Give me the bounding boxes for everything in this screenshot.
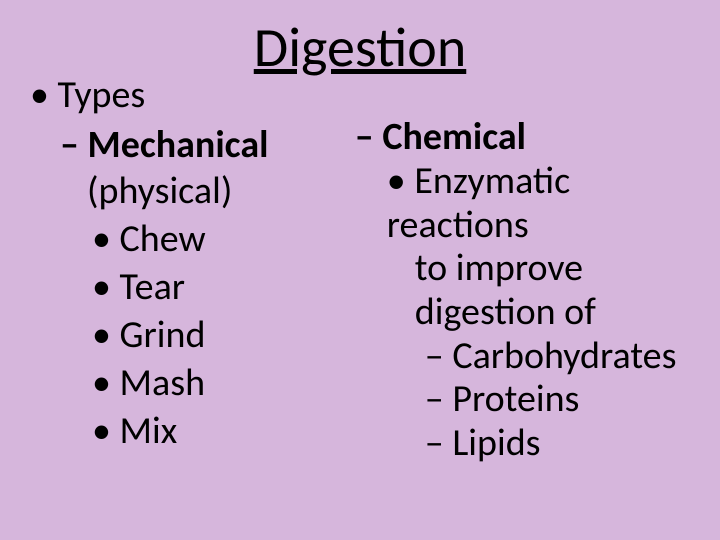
mech-item: • Mix xyxy=(92,408,347,454)
mech-item-label: Mash xyxy=(120,360,206,406)
mech-item: • Chew xyxy=(92,216,347,262)
left-column: • Types – Mechanical (physical) • Chew •… xyxy=(30,72,347,466)
chem-target: – Lipids xyxy=(425,422,690,466)
chem-target-label: Lipids xyxy=(452,420,540,466)
chem-target: – Carbohydrates xyxy=(425,335,690,379)
types-label: Types xyxy=(58,72,146,118)
enzymatic-text: • Enzymatic reactions xyxy=(387,160,690,247)
enzymatic-line: to improve xyxy=(415,245,583,291)
mech-item: • Mash xyxy=(92,360,347,406)
mech-item-label: Mix xyxy=(120,408,178,454)
enzymatic-line: Enzymatic reactions xyxy=(387,158,570,248)
content-columns: • Types – Mechanical (physical) • Chew •… xyxy=(30,72,690,466)
chemical-label: Chemical xyxy=(382,114,526,160)
mechanical-label: Mechanical xyxy=(88,122,269,168)
chemical-heading: – Chemical xyxy=(355,114,690,160)
chem-target-label: Carbohydrates xyxy=(452,333,676,379)
mech-item-label: Grind xyxy=(120,312,206,358)
mechanical-heading: – Mechanical xyxy=(60,122,347,168)
types-heading: • Types xyxy=(30,72,347,118)
mech-item: • Tear xyxy=(92,264,347,310)
mechanical-sub: (physical) xyxy=(87,168,347,214)
chem-target-label: Proteins xyxy=(452,376,579,422)
slide: Digestion • Types – Mechanical (physical… xyxy=(0,0,720,540)
mech-item: • Grind xyxy=(92,312,347,358)
right-column: – Chemical • Enzymatic reactions to impr… xyxy=(347,72,690,466)
enzymatic-text: digestion of xyxy=(415,291,690,335)
enzymatic-text: to improve xyxy=(415,247,690,291)
chem-target: – Proteins xyxy=(425,378,690,422)
enzymatic-line: digestion of xyxy=(415,289,596,335)
mech-item-label: Tear xyxy=(120,264,186,310)
mech-item-label: Chew xyxy=(120,216,206,262)
